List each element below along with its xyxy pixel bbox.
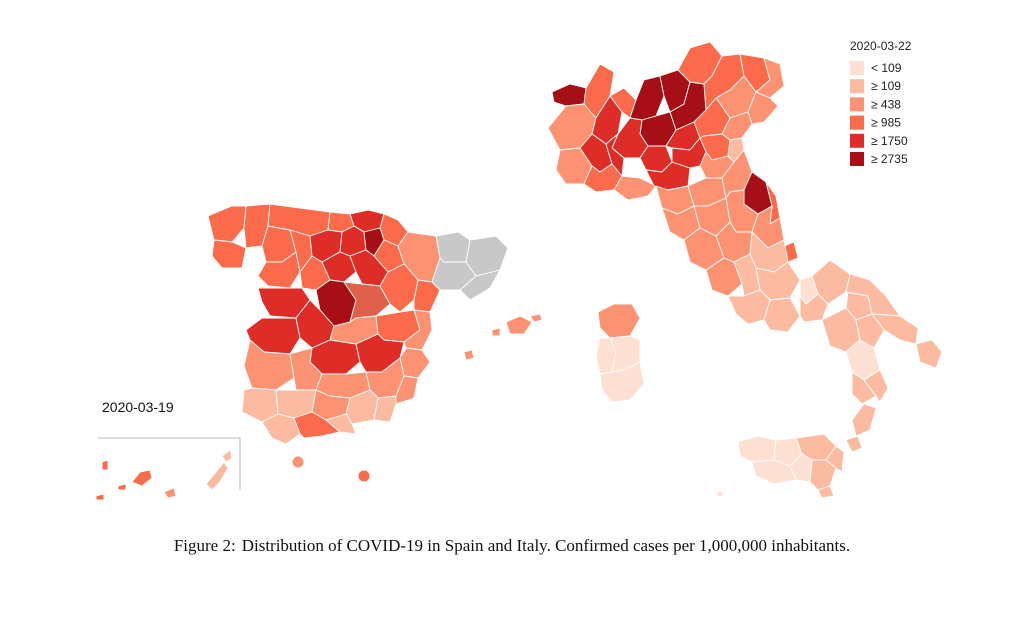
- spain-region: [243, 339, 295, 391]
- italy-region: [855, 313, 885, 349]
- italy-region: [629, 75, 665, 121]
- spain-island: [505, 315, 533, 335]
- legend-label: ≥ 2735: [871, 152, 908, 166]
- spain-region: [373, 395, 397, 423]
- legend-swatch: [850, 133, 864, 148]
- figure-caption: Figure 2: Distribution of COVID-19 in Spa…: [0, 536, 1024, 556]
- spain-city-ceuta: [291, 455, 305, 469]
- italy-region: [605, 133, 625, 177]
- spain-region-no-data: [431, 257, 477, 291]
- legend-label: ≥ 109: [871, 79, 901, 93]
- italy-region: [597, 303, 641, 339]
- legend-swatch: [850, 61, 864, 75]
- legend-label: < 109: [871, 61, 902, 75]
- canary-island: [101, 459, 109, 471]
- italy-region: [727, 289, 771, 325]
- figure-label: Figure 2:: [173, 536, 236, 555]
- spain-date-label: 2020-03-19: [102, 399, 174, 415]
- canary-island: [163, 487, 177, 499]
- spain-region: [207, 205, 247, 243]
- canary-island: [205, 461, 229, 491]
- italy-region: [863, 369, 889, 403]
- legend-swatch: [850, 152, 864, 166]
- italy-region: [763, 297, 801, 333]
- italy-region: [915, 339, 943, 369]
- caption-text: Distribution of COVID-19 in Spain and It…: [241, 536, 851, 555]
- italy-region: [851, 403, 877, 437]
- canary-island: [131, 469, 153, 487]
- spain-region: [211, 239, 247, 269]
- italy-region: [799, 293, 829, 323]
- spain-region-no-data: [465, 235, 509, 277]
- italy-region: [737, 435, 777, 463]
- italy-region: [845, 435, 863, 453]
- canary-island: [117, 483, 127, 491]
- spain-region-no-data: [459, 269, 501, 301]
- italy-region: [613, 175, 657, 201]
- legend-label: ≥ 438: [871, 97, 901, 111]
- legend-swatch: [850, 97, 864, 112]
- spain-city-melilla: [357, 469, 371, 483]
- spain-region: [325, 413, 357, 435]
- spain-region-no-data: [435, 231, 471, 263]
- spain-island: [463, 349, 475, 361]
- legend-swatch: [850, 79, 864, 94]
- italy-region: [817, 485, 835, 499]
- italy-region: [851, 371, 877, 405]
- map-legend: 2020-03-22 < 109 ≥ 109 ≥ 438 ≥ 985 ≥ 1750 ≥ 2…: [850, 39, 912, 166]
- spain-region: [395, 375, 419, 405]
- legend-swatch: [850, 115, 864, 130]
- canary-inset-frame: [98, 437, 241, 490]
- spain-region: [293, 411, 341, 439]
- spain-map: [95, 203, 543, 501]
- spain-island: [529, 313, 543, 323]
- spain-island: [491, 327, 501, 337]
- italy-region: [825, 445, 845, 473]
- legend-label: ≥ 1750: [871, 134, 908, 148]
- spain-region: [399, 347, 431, 379]
- canary-island: [95, 493, 105, 501]
- spain-region: [257, 251, 301, 289]
- canary-island: [221, 449, 233, 463]
- italy-region: [551, 83, 587, 107]
- italy-island: [716, 490, 724, 498]
- italy-map: [547, 41, 943, 499]
- italy-region: [599, 361, 645, 403]
- legend-title: 2020-03-22: [850, 39, 912, 53]
- legend-label: ≥ 985: [871, 116, 901, 130]
